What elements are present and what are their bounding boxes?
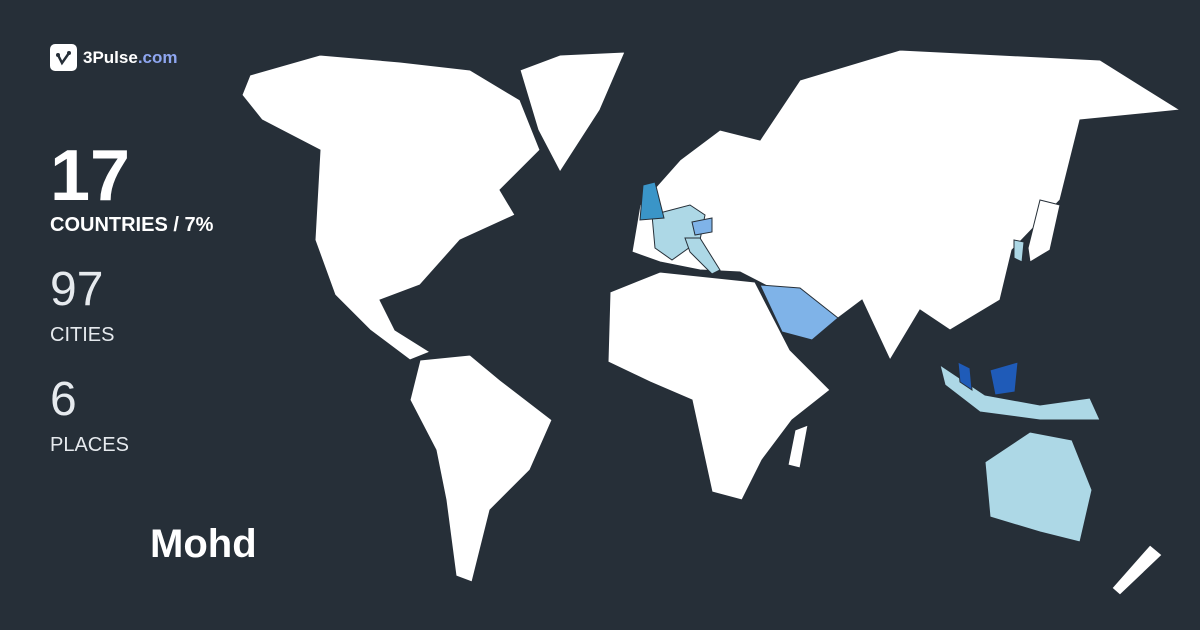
africa [607, 271, 831, 501]
indonesia-region [939, 363, 1101, 421]
malaysia-region [957, 361, 973, 391]
japan [1027, 199, 1061, 263]
cities-label: CITIES [50, 324, 115, 346]
uk-region [639, 181, 665, 221]
saudi-arabia-region [759, 284, 839, 341]
italy-region [684, 237, 721, 275]
madagascar [787, 424, 809, 469]
brand-name: 3Pulse.com [83, 48, 178, 68]
new-zealand [1111, 544, 1163, 596]
places-label: PLACES [50, 434, 129, 456]
brand-domain: .com [137, 47, 178, 67]
greenland [519, 51, 626, 173]
pulse-check-icon [50, 44, 77, 71]
places-count: 6 [50, 373, 77, 426]
korea-region [1013, 239, 1025, 263]
brand-logo[interactable]: 3Pulse.com [50, 44, 178, 71]
north-america [241, 54, 541, 361]
central-europe-region [691, 217, 713, 236]
countries-count: 17 [50, 136, 131, 216]
brand-text: 3Pulse [83, 47, 138, 67]
cities-stat: 97 CITIES [50, 266, 114, 347]
countries-label: COUNTRIES / 7% [50, 214, 214, 236]
south-america [409, 354, 553, 583]
countries-stat: 17 COUNTRIES / 7% [50, 140, 213, 237]
user-name: Mohd [150, 522, 257, 566]
borneo-region [989, 361, 1019, 396]
cities-count: 97 [50, 263, 104, 316]
eurasia [631, 49, 1182, 362]
places-stat: 6 PLACES [50, 376, 129, 457]
australia-region [984, 431, 1093, 543]
